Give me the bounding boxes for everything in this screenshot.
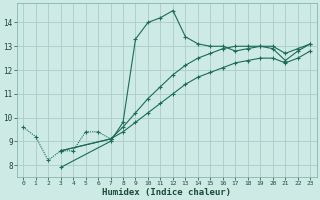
X-axis label: Humidex (Indice chaleur): Humidex (Indice chaleur) — [102, 188, 231, 197]
